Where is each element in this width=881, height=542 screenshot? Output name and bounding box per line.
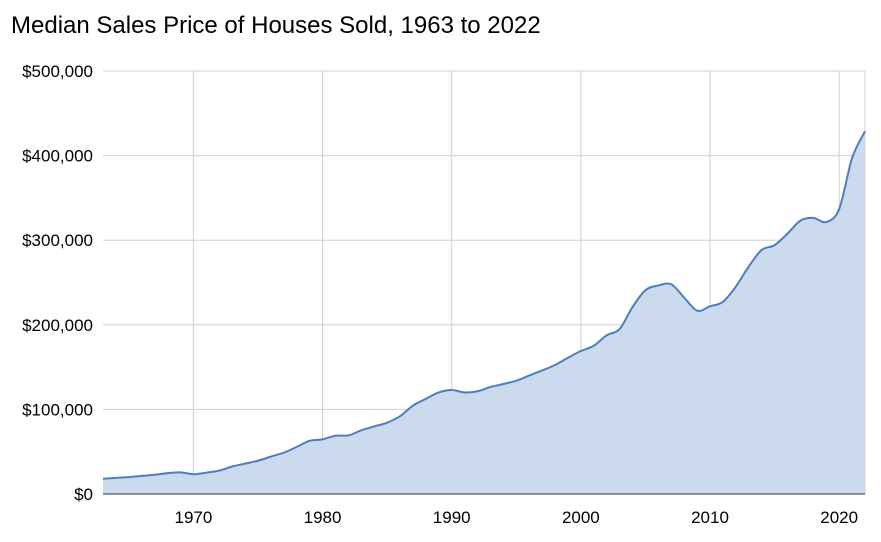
x-tick-label: 1980 [304,508,342,527]
area-fill [103,131,865,494]
y-tick-label: $0 [74,485,93,504]
y-tick-label: $100,000 [22,400,93,419]
series-line [102,130,866,480]
y-tick-label: $300,000 [22,231,93,250]
x-tick-label: 2010 [691,508,729,527]
y-tick-label: $400,000 [22,147,93,166]
x-tick-label: 2000 [562,508,600,527]
x-tick-label: 1970 [174,508,212,527]
y-tick-label: $200,000 [22,316,93,335]
y-tick-label: $500,000 [22,62,93,81]
x-tick-label: 1990 [433,508,471,527]
chart-title: Median Sales Price of Houses Sold, 1963 … [11,12,541,39]
x-tick-label: 2020 [820,508,858,527]
